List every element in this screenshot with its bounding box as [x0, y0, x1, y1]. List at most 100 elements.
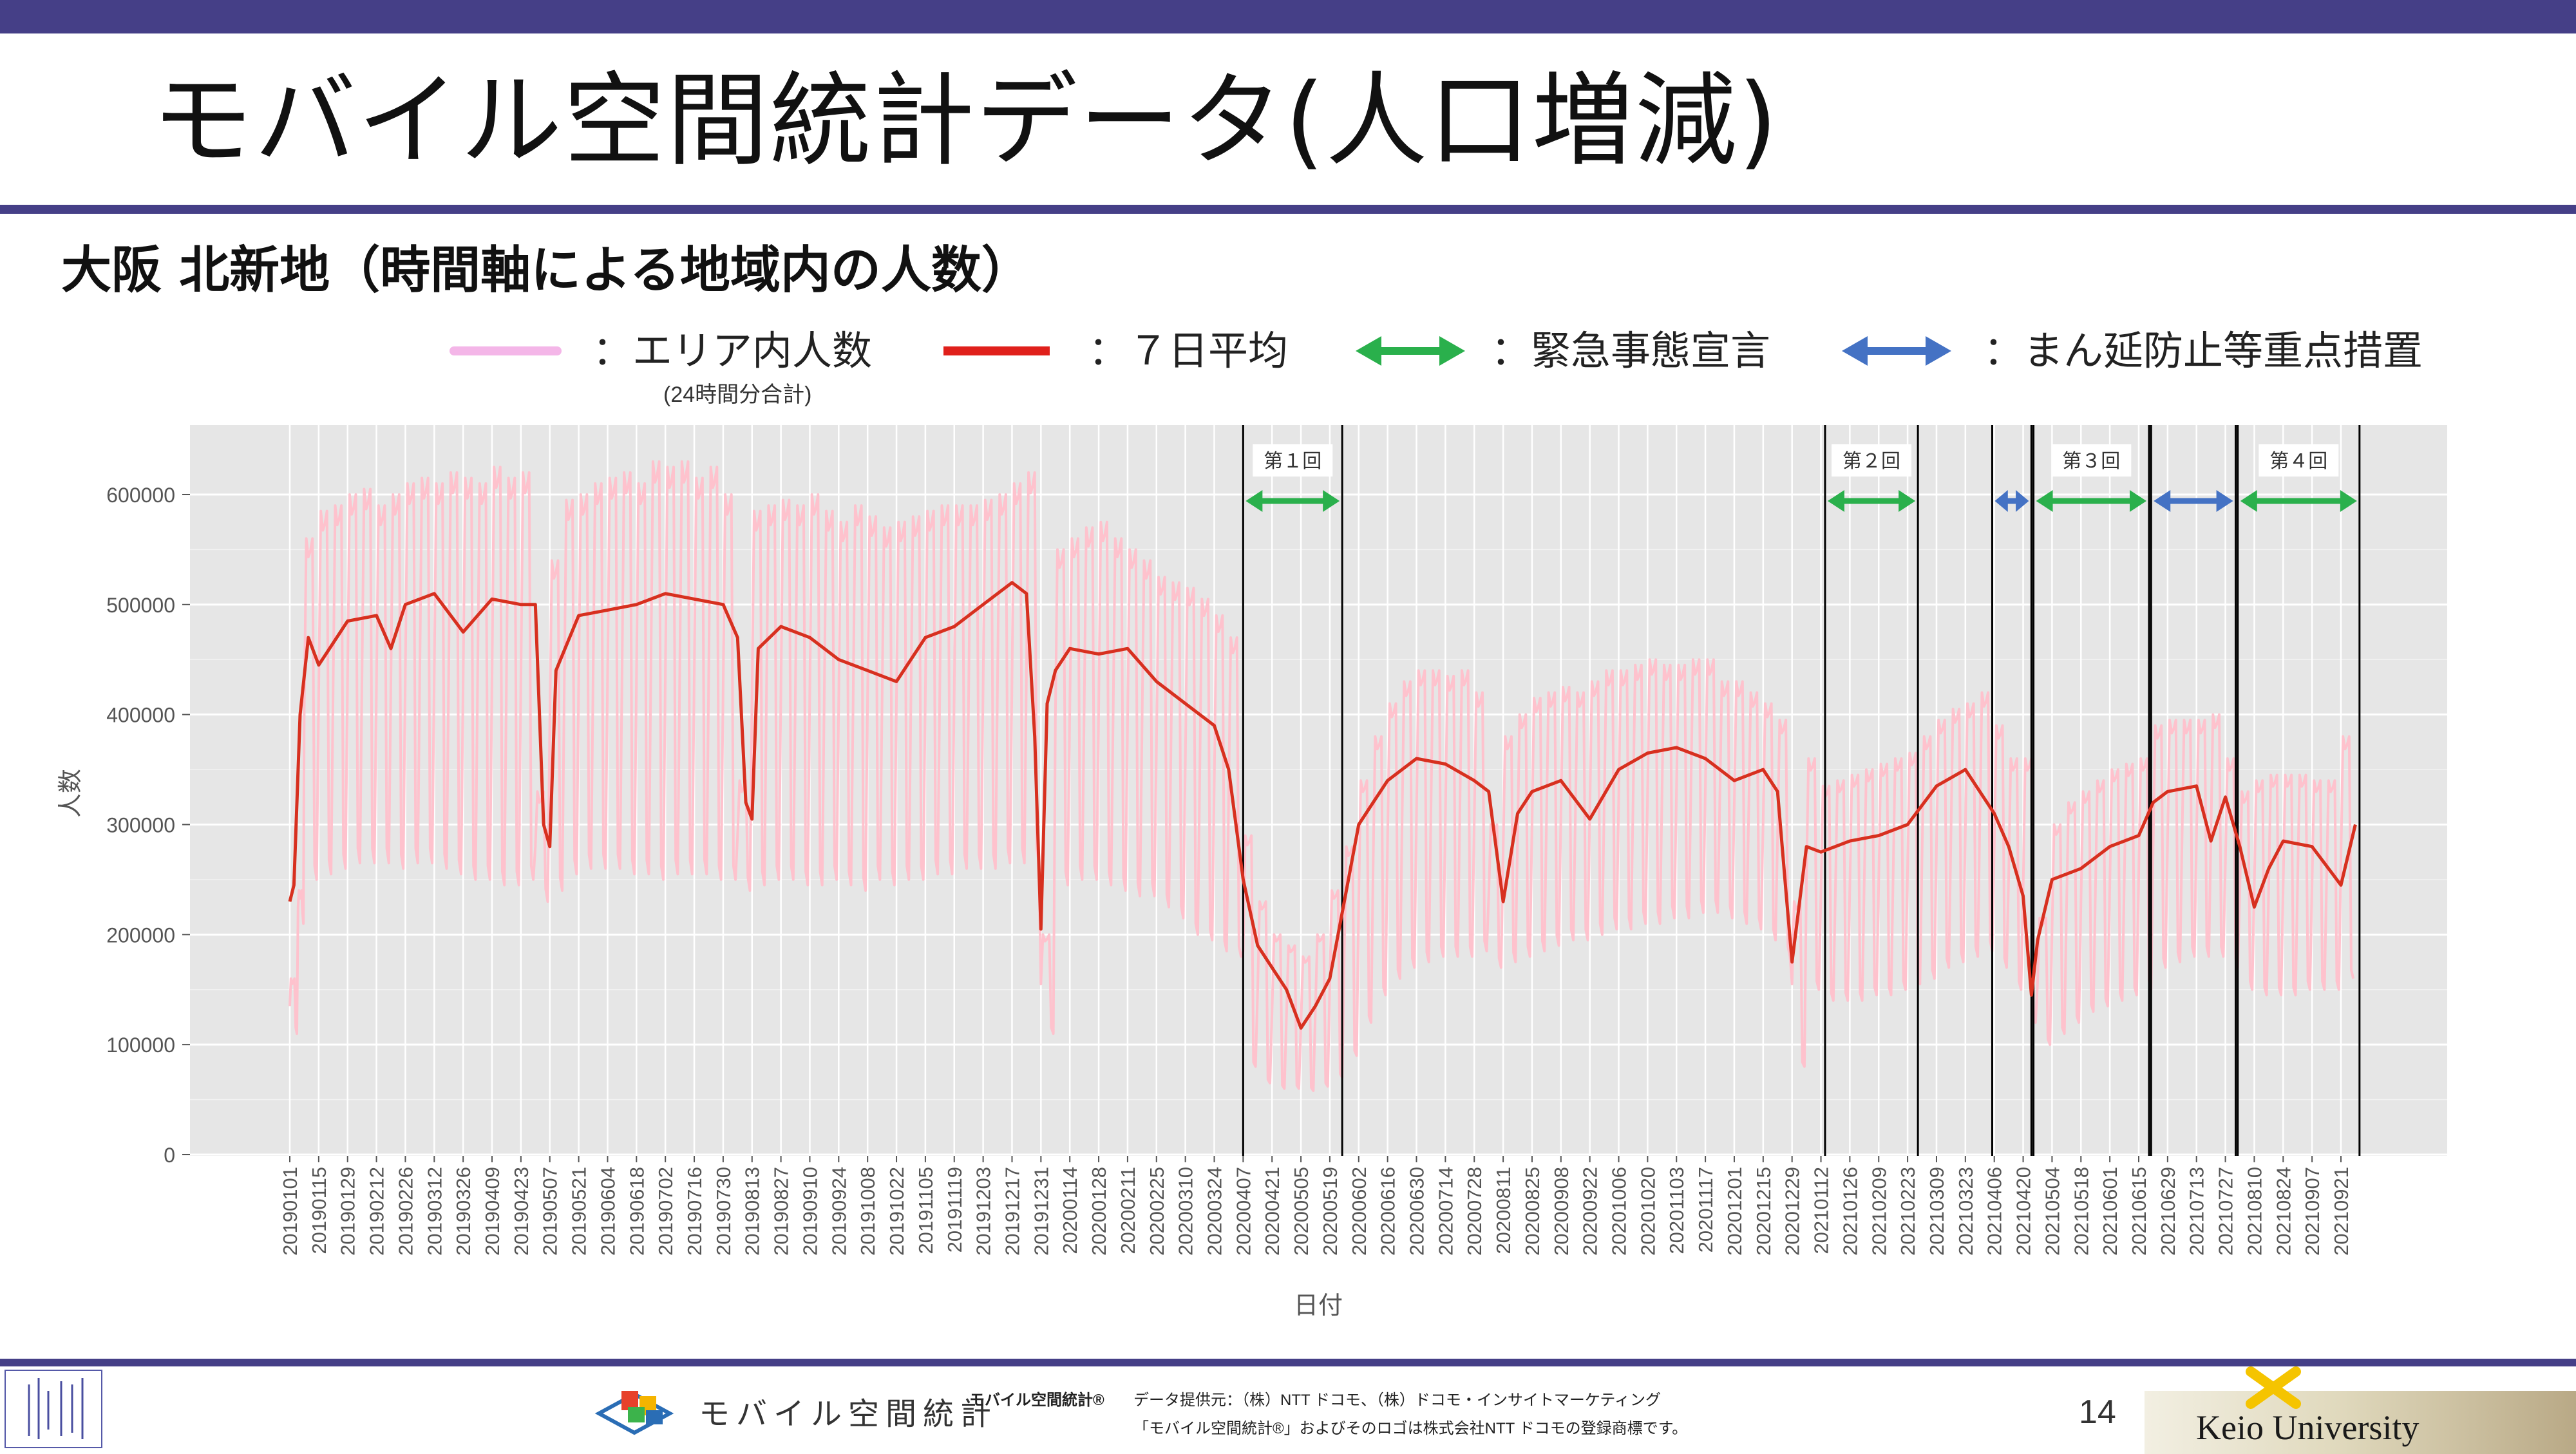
- x-tick-label: 20200310: [1175, 1167, 1197, 1256]
- mobile-stats-logo-icon: [594, 1391, 674, 1435]
- x-tick-label: 20210713: [2186, 1167, 2208, 1256]
- declaration-label-box: [2051, 444, 2132, 477]
- footer-divider: [0, 1359, 2576, 1366]
- x-tick-label: 20200602: [1348, 1167, 1370, 1256]
- x-tick-label: 20191022: [886, 1167, 908, 1256]
- x-tick-label: 20210907: [2301, 1167, 2324, 1256]
- x-tick-label: 20210601: [2099, 1167, 2121, 1256]
- x-tick-label: 20190409: [481, 1167, 504, 1256]
- x-tick-label: 20191105: [914, 1167, 937, 1254]
- x-axis: 20190101 20190115 20190129 20190212 20190226…: [279, 1156, 2353, 1256]
- x-tick-label: 20210126: [1839, 1167, 1861, 1256]
- x-tick-label: 20190702: [654, 1167, 677, 1256]
- x-tick-label: 20200324: [1203, 1167, 1226, 1256]
- priority-arrow: [2154, 490, 2233, 512]
- y-tick-label: 600000: [106, 484, 175, 507]
- legend: ：エリア内人数 (24時間分合計) ：７日平均 ：緊急事態宣言 ：まん延防止等重…: [450, 329, 2423, 407]
- arrow-head-right: [1323, 490, 1340, 512]
- x-tick-label: 20190312: [423, 1167, 446, 1256]
- y-axis-label: 人数: [57, 769, 84, 818]
- x-tick-label: 20201201: [1723, 1167, 1746, 1256]
- x-tick-label: 20190604: [596, 1167, 619, 1256]
- x-tick-label: 20190924: [828, 1167, 850, 1256]
- x-tick-label: 20210518: [2070, 1167, 2092, 1256]
- arrow-head-left: [2240, 490, 2257, 512]
- mobile-stats-logo-text: モバイル空間統計: [699, 1397, 998, 1431]
- x-tick-label: 20210209: [1868, 1167, 1890, 1256]
- declaration-arrows: 第１回 第２回 第３回 第４回: [1245, 444, 2357, 512]
- y-tick-label: 400000: [106, 704, 175, 727]
- declaration-label-box: [1832, 444, 1912, 477]
- x-tick-label: 20200922: [1579, 1167, 1602, 1256]
- emergency-arrow: 第３回: [2036, 444, 2147, 512]
- x-tick-label: 20201117: [1694, 1167, 1717, 1252]
- x-tick-label: 20200225: [1146, 1167, 1168, 1256]
- arrow-head-left: [1245, 490, 1263, 512]
- x-tick-label: 20201229: [1781, 1167, 1804, 1256]
- area-series-line: [289, 460, 2355, 1092]
- legend-priority-arrow: [1842, 336, 1951, 366]
- x-tick-label: 20201006: [1608, 1167, 1631, 1256]
- x-tick-label: 20190226: [394, 1167, 417, 1256]
- x-tick-label: 20200811: [1492, 1167, 1515, 1254]
- y-tick-label: 500000: [106, 594, 175, 617]
- x-tick-label: 20190326: [452, 1167, 475, 1256]
- x-tick-label: 20200211: [1117, 1167, 1139, 1254]
- legend-area-sublabel: (24時間分合計): [663, 382, 811, 407]
- x-tick-label: 20200728: [1463, 1167, 1486, 1256]
- y-tick-label: 100000: [106, 1034, 175, 1057]
- legend-priority-label: ：まん延防止等重点措置: [1984, 329, 2423, 373]
- area-series: [289, 460, 2355, 1092]
- x-tick-label: 20191217: [1001, 1167, 1023, 1256]
- arrow-head-left: [2154, 490, 2171, 512]
- x-tick-label: 20210615: [2128, 1167, 2150, 1256]
- x-tick-label: 20190730: [712, 1167, 735, 1256]
- legend-avg-label: ：７日平均: [1088, 329, 1288, 373]
- x-tick-label: 20190212: [366, 1167, 388, 1256]
- x-tick-label: 20190115: [308, 1167, 330, 1254]
- x-tick-label: 20210112: [1810, 1167, 1833, 1254]
- emergency-arrow: 第４回: [2240, 444, 2357, 512]
- x-axis-label: 日付: [1294, 1292, 1343, 1319]
- x-tick-label: 20210223: [1897, 1167, 1919, 1256]
- x-tick-label: 20201215: [1752, 1167, 1775, 1256]
- legend-area-label: ：エリア内人数: [592, 329, 872, 373]
- y-tick-label: 0: [164, 1144, 175, 1167]
- x-tick-label: 20191231: [1030, 1167, 1052, 1256]
- priority-arrow: [1994, 490, 2029, 512]
- emergency-arrow: 第２回: [1827, 444, 1916, 512]
- emergency-arrow: 第１回: [1245, 444, 1340, 512]
- x-tick-label: 20200505: [1290, 1167, 1312, 1256]
- x-tick-label: 20210406: [1984, 1167, 2006, 1256]
- y-axis: 0 100000 200000 300000 400000 500000 600000: [106, 484, 190, 1167]
- x-tick-label: 20200714: [1434, 1167, 1457, 1256]
- declaration-label-box: [2259, 444, 2339, 477]
- x-tick-label: 20200128: [1088, 1167, 1110, 1256]
- y-tick-label: 300000: [106, 814, 175, 837]
- declaration-label: 第４回: [2269, 451, 2327, 472]
- x-tick-label: 20190618: [625, 1167, 648, 1256]
- arrow-head-left: [2036, 490, 2053, 512]
- legend-emergency-arrow: [1356, 336, 1465, 366]
- arrow-head-right: [1899, 490, 1916, 512]
- x-tick-label: 20200630: [1406, 1167, 1428, 1256]
- declaration-label: 第３回: [2062, 451, 2120, 472]
- credit-line-2: 「モバイル空間統計®」およびそのロゴは株式会社NTT ドコモの登録商標です。: [1133, 1420, 1687, 1437]
- credit-line-1: データ提供元：（株）NTT ドコモ、（株）ドコモ・インサイトマーケティング: [1133, 1392, 1661, 1409]
- chart-subtitle: 大阪 北新地（時間軸による地域内の人数）: [61, 241, 1032, 299]
- x-tick-label: 20200908: [1550, 1167, 1573, 1256]
- declaration-label: 第１回: [1264, 451, 1321, 472]
- x-tick-label: 20190101: [279, 1167, 301, 1256]
- x-tick-label: 20190716: [683, 1167, 706, 1256]
- x-tick-label: 20191008: [857, 1167, 879, 1256]
- title-divider: [0, 205, 2576, 214]
- x-tick-label: 20190813: [741, 1167, 764, 1256]
- declaration-lines: [1242, 425, 2361, 1156]
- x-tick-label: 20210824: [2272, 1167, 2295, 1256]
- x-tick-label: 20210921: [2330, 1167, 2353, 1256]
- x-tick-label: 20200114: [1059, 1167, 1081, 1254]
- x-tick-label: 20200825: [1521, 1167, 1544, 1256]
- x-tick-label: 20191203: [972, 1167, 995, 1256]
- x-tick-label: 20190129: [337, 1167, 359, 1256]
